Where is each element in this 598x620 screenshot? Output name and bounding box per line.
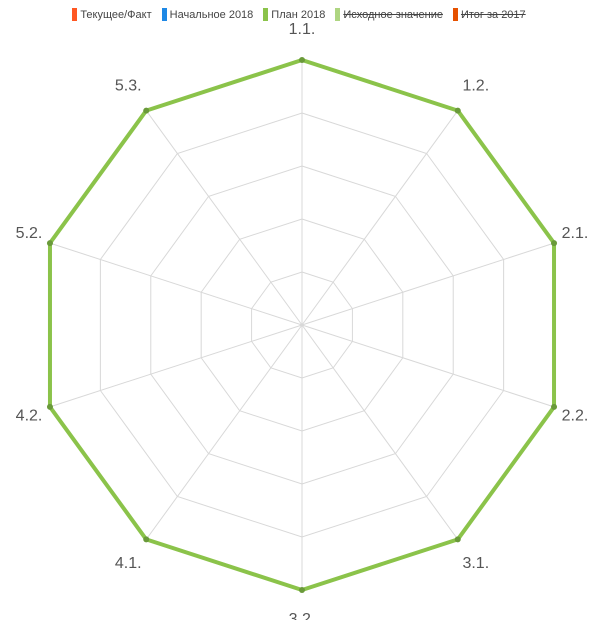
spoke <box>49 324 303 408</box>
data-point <box>143 536 150 543</box>
legend-label: Итог за 2017 <box>460 8 526 21</box>
legend-swatch <box>72 8 78 21</box>
category-label: 3.2. <box>289 611 316 620</box>
spoke <box>301 242 555 326</box>
legend: Текущее/Факт Начальное 2018 План 2018 Исход… <box>0 8 598 21</box>
data-point <box>454 536 461 543</box>
data-point <box>299 57 305 63</box>
data-point <box>299 587 305 593</box>
legend-label: План 2018 <box>271 8 326 21</box>
legend-swatch <box>335 8 341 21</box>
spoke <box>49 242 303 326</box>
data-point <box>454 107 461 114</box>
legend-item[interactable]: Итог за 2017 <box>452 8 526 21</box>
data-point <box>46 403 53 410</box>
legend-swatch <box>161 8 167 21</box>
category-label: 4.2. <box>16 407 43 424</box>
category-label: 1.2. <box>462 78 489 95</box>
category-label: 4.1. <box>115 555 142 572</box>
spoke <box>301 110 459 326</box>
data-point <box>143 107 150 114</box>
category-label: 2.2. <box>562 407 589 424</box>
category-label: 5.3. <box>115 78 142 95</box>
legend-item[interactable]: Исходное значение <box>335 8 443 21</box>
spoke <box>301 324 555 408</box>
legend-item[interactable]: План 2018 <box>263 8 325 21</box>
spoke <box>301 324 459 540</box>
legend-swatch <box>263 8 269 21</box>
category-label: 2.1. <box>562 225 589 242</box>
data-point <box>551 240 558 247</box>
category-label: 3.1. <box>462 555 489 572</box>
legend-item[interactable]: Текущее/Факт <box>72 8 152 21</box>
data-point <box>551 403 558 410</box>
legend-label: Начальное 2018 <box>169 8 254 21</box>
spoke <box>145 110 303 326</box>
category-label: 1.1. <box>289 21 316 38</box>
legend-label: Исходное значение <box>343 8 443 21</box>
data-point <box>46 240 53 247</box>
legend-label: Текущее/Факт <box>80 8 152 21</box>
category-label: 5.2. <box>16 225 43 242</box>
spoke <box>145 324 303 540</box>
legend-item[interactable]: Начальное 2018 <box>161 8 254 21</box>
legend-swatch <box>452 8 458 21</box>
